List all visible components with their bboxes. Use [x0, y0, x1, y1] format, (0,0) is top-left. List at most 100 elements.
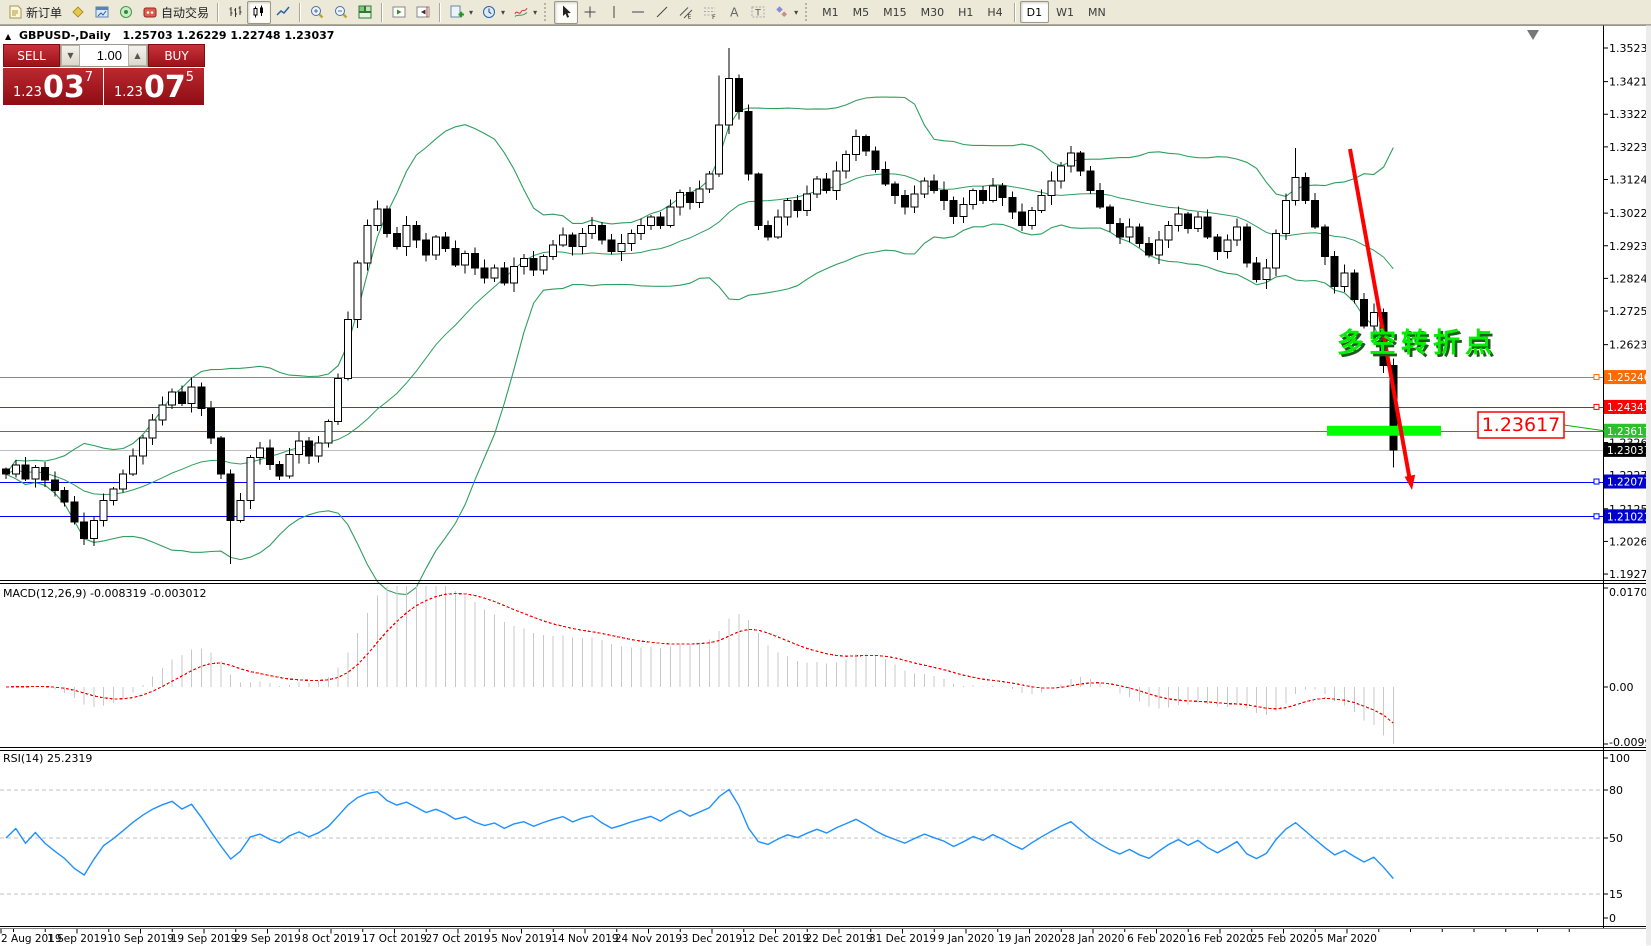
hline-icon — [632, 11, 645, 13]
fibonacci-tool[interactable]: F — [698, 1, 722, 24]
line-chart-icon — [276, 6, 290, 16]
sell-price-display[interactable]: 1.23 03 7 — [3, 68, 103, 105]
bar-chart-button[interactable] — [223, 1, 247, 24]
trendline-tool[interactable] — [650, 1, 674, 24]
timeframe-mn-button[interactable]: MN — [1088, 5, 1106, 19]
volume-input[interactable] — [80, 45, 128, 66]
svg-text:28 Jan 2020: 28 Jan 2020 — [1062, 933, 1125, 945]
indicators-button[interactable]: ▾ — [509, 1, 541, 24]
svg-text:14 Nov 2019: 14 Nov 2019 — [551, 933, 618, 945]
bollinger-lower-band — [5, 223, 1394, 596]
periods-button[interactable]: ▾ — [477, 1, 509, 24]
new-order-icon — [9, 5, 22, 19]
dropdown-arrow-icon[interactable]: ▾ — [469, 7, 474, 17]
svg-text:-0.00999: -0.00999 — [1609, 736, 1651, 749]
support-line-green-axis-label — [1604, 423, 1651, 438]
volume-spinner: ▼ ▲ — [60, 44, 148, 67]
dropdown-arrow-icon[interactable]: ▾ — [533, 7, 538, 17]
svg-text:29 Sep 2019: 29 Sep 2019 — [234, 933, 301, 945]
toolbar-separator — [1013, 2, 1016, 22]
macd-pane — [5, 586, 1394, 744]
text-tool[interactable]: A — [722, 1, 746, 24]
clock-icon — [483, 6, 496, 18]
volume-increase-button[interactable]: ▲ — [128, 45, 147, 66]
autotrading-button[interactable]: 自动交易 — [138, 1, 213, 24]
svg-text:27 Oct 2019: 27 Oct 2019 — [426, 933, 491, 945]
timeframe-h4-button[interactable]: H4 — [987, 5, 1003, 19]
window-edge-strip — [1646, 25, 1651, 946]
price-callout-box[interactable] — [1477, 411, 1565, 439]
svg-text:8 Oct 2019: 8 Oct 2019 — [302, 933, 360, 945]
cursor-tool[interactable] — [554, 0, 579, 24]
timeframe-m15-button[interactable]: M15 — [883, 5, 907, 19]
auto-scroll-button[interactable] — [387, 1, 411, 24]
annotation-shadow: 多空转折点 — [1340, 330, 1500, 362]
timeframe-h1-button[interactable]: H1 — [958, 5, 974, 19]
chart-ohlc-values: 1.25703 1.26229 1.22748 1.23037 — [122, 29, 335, 42]
new-order-button[interactable]: 新订单 — [3, 1, 66, 24]
timeframe-w1-button[interactable]: W1 — [1056, 5, 1074, 19]
candlesticks — [2, 48, 1398, 564]
rsi-label: RSI(14) 25.2319 — [3, 752, 92, 765]
channel-tool[interactable]: E — [674, 1, 698, 24]
tile-windows-icon — [358, 5, 372, 19]
sell-button[interactable]: SELL — [3, 44, 60, 67]
one-click-trading-panel: SELL ▼ ▲ BUY 1.23 03 7 1.23 07 5 — [3, 44, 205, 105]
chart-profile-button[interactable] — [66, 1, 90, 24]
svg-text:25 Feb 2020: 25 Feb 2020 — [1251, 933, 1316, 945]
zoom-out-button[interactable] — [329, 1, 353, 24]
candle-chart-button[interactable] — [247, 0, 272, 24]
new-chart-button[interactable]: ▾ — [445, 1, 477, 24]
svg-text:16 Feb 2020: 16 Feb 2020 — [1187, 933, 1252, 945]
hline-tool[interactable] — [626, 1, 650, 24]
buy-price-display[interactable]: 1.23 07 5 — [104, 68, 204, 105]
timeframe-m1-button[interactable]: M1 — [822, 5, 839, 19]
line-anchor-point[interactable] — [1593, 513, 1600, 520]
svg-text:3 Dec 2019: 3 Dec 2019 — [682, 933, 742, 945]
chart-shift-button[interactable] — [411, 1, 435, 24]
indicators-icon — [514, 7, 528, 17]
trend-arrow-line[interactable] — [1348, 148, 1412, 479]
shapes-tool[interactable]: ▾ — [770, 1, 802, 24]
svg-text:1.30220: 1.30220 — [1609, 207, 1651, 220]
shapes-icon — [776, 6, 788, 18]
resistance-line-2-axis-label — [1604, 399, 1651, 414]
annotation-text[interactable]: 多空转折点 — [1337, 327, 1497, 359]
buy-button[interactable]: BUY — [148, 44, 205, 67]
bollinger-bands — [5, 96, 1394, 596]
crosshair-tool[interactable] — [578, 1, 602, 24]
svg-text:1.33220: 1.33220 — [1609, 108, 1651, 121]
main-toolbar: 新订单 自动交易 ▾ ▾ ▾ E F A T ▾ M1 M5 M15 M30 H1 H4 D1 W1 MN — [0, 0, 1651, 25]
svg-text:100: 100 — [1609, 752, 1630, 765]
line-anchor-point[interactable] — [1593, 478, 1600, 485]
timeframe-m5-button[interactable]: M5 — [852, 5, 870, 19]
price-callout-text: 1.23617 — [1482, 414, 1561, 436]
tile-windows-button[interactable] — [353, 1, 377, 24]
green-highlight-bar[interactable] — [1327, 425, 1441, 436]
dropdown-arrow-icon[interactable]: ▾ — [501, 7, 506, 17]
svg-text:12 Dec 2019: 12 Dec 2019 — [742, 933, 809, 945]
support-line-blue-1-axis-label — [1604, 474, 1651, 489]
label-t-icon: T — [751, 6, 765, 19]
cursor-icon — [563, 5, 571, 18]
dropdown-arrow-icon[interactable]: ▾ — [794, 7, 799, 17]
line-chart-button[interactable] — [271, 1, 295, 24]
navigator-button[interactable] — [114, 1, 138, 24]
text-a-icon: A — [730, 5, 739, 20]
timeframe-d1-button[interactable]: D1 — [1019, 1, 1050, 23]
vline-icon — [613, 6, 615, 18]
collapse-one-click-icon[interactable]: ▲ — [5, 32, 12, 41]
line-anchor-point[interactable] — [1593, 374, 1600, 381]
timeframe-m30-button[interactable]: M30 — [920, 5, 945, 19]
market-watch-button[interactable] — [90, 1, 114, 24]
zoom-in-button[interactable] — [305, 1, 329, 24]
label-tool[interactable]: T — [746, 1, 770, 24]
volume-decrease-button[interactable]: ▼ — [61, 45, 80, 66]
vline-tool[interactable] — [602, 1, 626, 24]
auto-scroll-icon — [392, 6, 406, 18]
line-anchor-point[interactable] — [1593, 403, 1600, 410]
svg-text:6 Feb 2020: 6 Feb 2020 — [1127, 933, 1186, 945]
buy-price-sup: 5 — [185, 70, 194, 85]
svg-text:50: 50 — [1609, 832, 1623, 845]
diamond-icon — [72, 6, 84, 18]
